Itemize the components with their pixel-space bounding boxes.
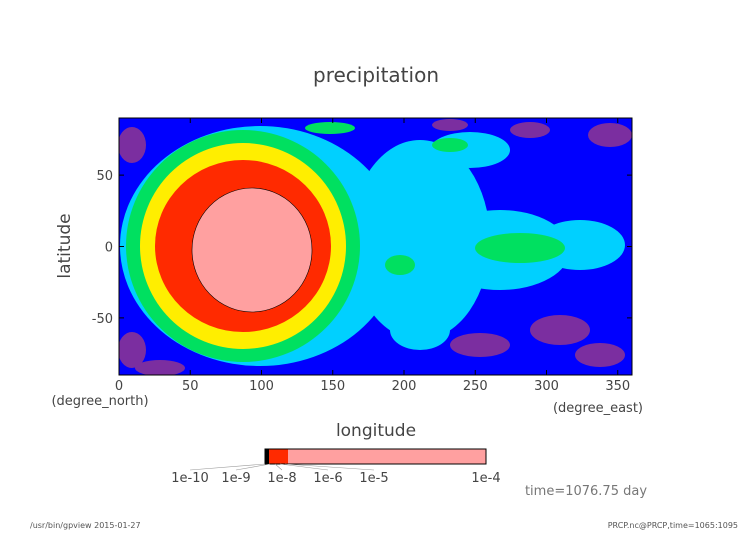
colorbar-segment-pink — [288, 449, 486, 464]
x-tick-label: 350 — [605, 379, 630, 394]
x-tick-label: 50 — [182, 379, 199, 394]
x-tick-label: 150 — [320, 379, 345, 394]
colorbar-label: 1e-8 — [267, 471, 296, 486]
time-annotation: time=1076.75 day — [525, 484, 647, 499]
colorbar-label-leader — [284, 463, 375, 471]
colorbar-frame — [264, 448, 487, 465]
colorbar-label-max: 1e-4 — [471, 471, 500, 486]
x-axis-label: longitude — [336, 421, 416, 441]
x-tick-label: 250 — [463, 379, 488, 394]
x-tick-label: 200 — [392, 379, 417, 394]
colorbar-label: 1e-6 — [313, 471, 342, 486]
y-axis-label: latitude — [55, 213, 75, 278]
footer-right: PRCP.nc@PRCP,time=1065:1095 — [608, 521, 738, 530]
y-tick-label: -50 — [92, 312, 113, 327]
y-unit-label: (degree_north) — [51, 394, 148, 409]
x-tick-label: 100 — [249, 379, 274, 394]
colorbar-segment-red — [269, 449, 288, 464]
colorbar: 1e-10 1e-9 1e-8 1e-6 1e-5 1e-4 — [171, 448, 501, 486]
colorbar-label: 1e-9 — [221, 471, 250, 486]
x-tick-label: 300 — [534, 379, 559, 394]
colorbar-segment-black — [265, 449, 269, 464]
x-tick-label: 0 — [115, 379, 123, 394]
colorbar-label-leader — [274, 463, 283, 471]
contour-map — [119, 118, 632, 375]
footer-left: /usr/bin/gpview 2015-01-27 — [30, 521, 141, 530]
y-tick-label: 50 — [96, 169, 113, 184]
x-unit-label: (degree_east) — [553, 401, 643, 416]
colorbar-label-leader — [235, 463, 271, 471]
y-tick-label: 0 — [105, 241, 113, 256]
contour-level-pink — [191, 187, 313, 313]
chart-title: precipitation — [313, 63, 439, 87]
colorbar-label: 1e-5 — [359, 471, 388, 486]
colorbar-label-leader — [189, 463, 266, 471]
colorbar-label: 1e-10 — [171, 471, 209, 486]
colorbar-label-leader — [279, 463, 329, 471]
contour-level-purple — [119, 119, 632, 375]
